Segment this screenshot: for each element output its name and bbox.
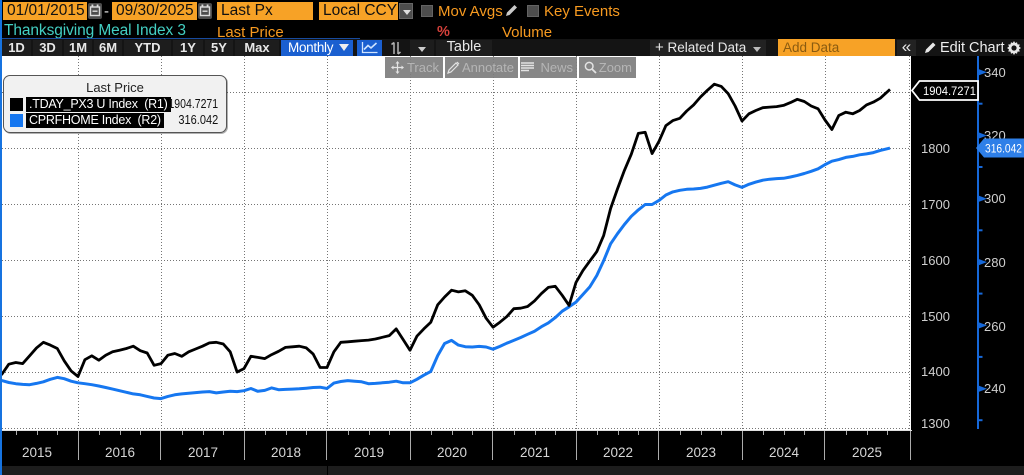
svg-text:1904.7271: 1904.7271	[923, 84, 976, 98]
svg-text:316.042: 316.042	[985, 142, 1022, 156]
